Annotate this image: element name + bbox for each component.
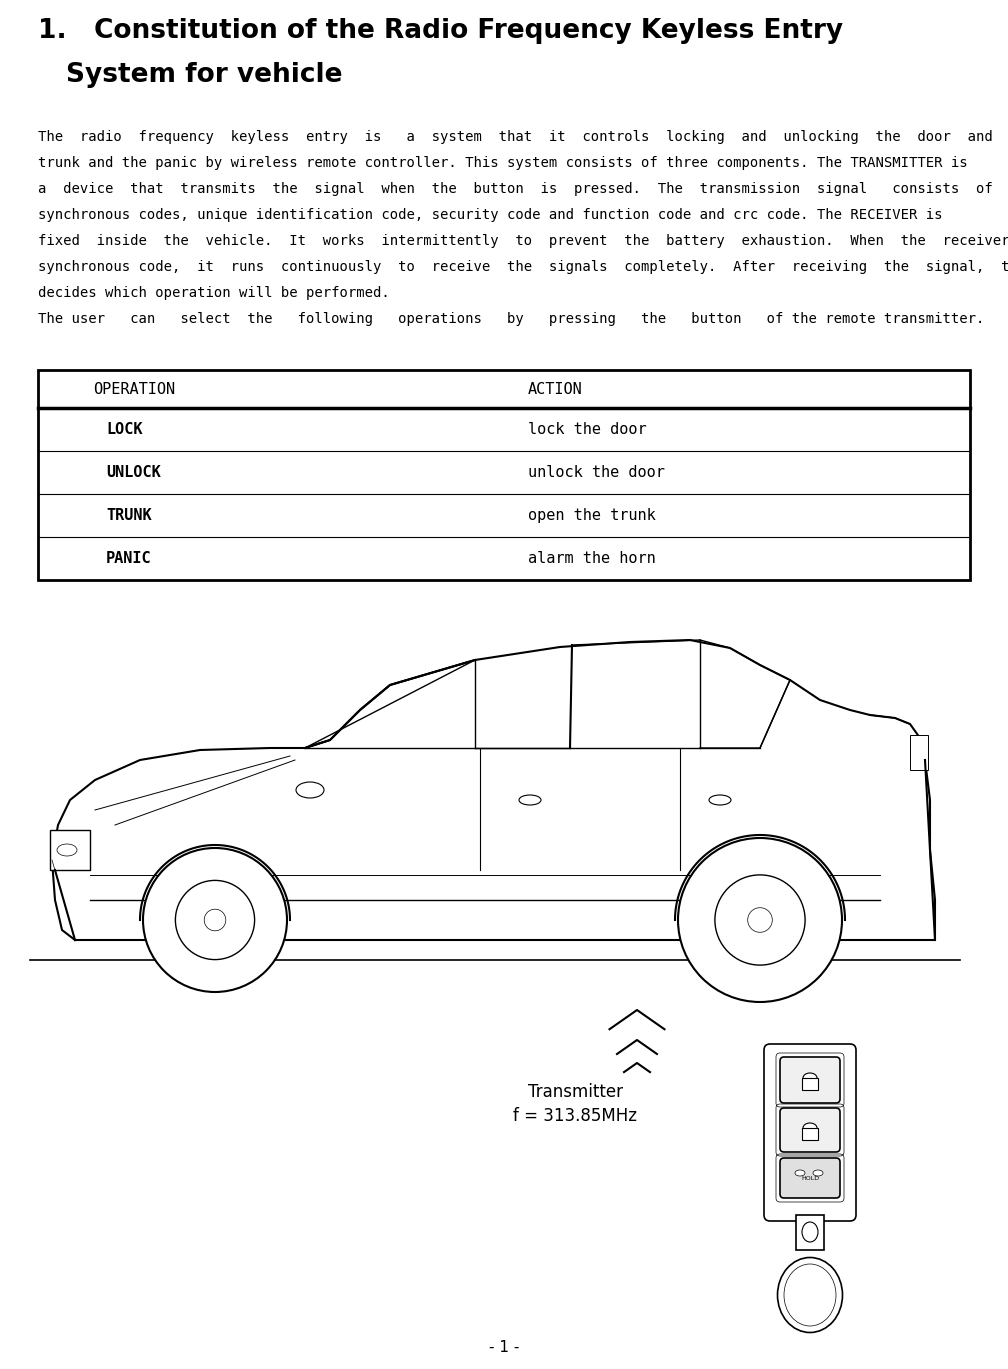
Polygon shape [700, 639, 790, 747]
Bar [50, 830, 90, 871]
Text: fixed  inside  the  vehicle.  It  works  intermittently  to  prevent  the  batte: fixed inside the vehicle. It works inter… [38, 234, 1008, 248]
Circle shape [715, 875, 805, 965]
Text: open the trunk: open the trunk [528, 508, 656, 523]
Circle shape [175, 880, 255, 960]
Polygon shape [305, 660, 475, 747]
Polygon shape [305, 645, 572, 747]
Text: ACTION: ACTION [528, 382, 583, 397]
Text: f = 313.85MHz: f = 313.85MHz [513, 1108, 637, 1125]
Ellipse shape [777, 1258, 843, 1332]
Ellipse shape [795, 1170, 805, 1176]
Text: System for vehicle: System for vehicle [66, 62, 343, 88]
Text: synchronous codes, unique identification code, security code and function code a: synchronous codes, unique identification… [38, 208, 942, 222]
Circle shape [748, 908, 772, 932]
Ellipse shape [813, 1170, 823, 1176]
Ellipse shape [519, 795, 541, 805]
Text: lock the door: lock the door [528, 422, 646, 437]
Text: PANIC: PANIC [106, 550, 151, 565]
Bar [796, 1216, 824, 1250]
Bar [802, 1077, 818, 1090]
Text: OPERATION: OPERATION [93, 382, 175, 397]
Text: LOCK: LOCK [106, 422, 142, 437]
Text: Transmitter: Transmitter [527, 1083, 623, 1101]
Ellipse shape [57, 845, 77, 856]
Text: UNLOCK: UNLOCK [106, 465, 160, 481]
Ellipse shape [802, 1223, 818, 1242]
Text: trunk and the panic by wireless remote controller. This system consists of three: trunk and the panic by wireless remote c… [38, 156, 968, 170]
Circle shape [678, 838, 842, 1002]
Text: decides which operation will be performed.: decides which operation will be performe… [38, 286, 390, 300]
Text: unlock the door: unlock the door [528, 465, 665, 481]
Polygon shape [572, 639, 700, 747]
Bar [910, 735, 928, 769]
Text: - 1 -: - 1 - [489, 1340, 519, 1355]
Circle shape [205, 909, 226, 931]
Text: TRUNK: TRUNK [106, 508, 151, 523]
Ellipse shape [709, 795, 731, 805]
Bar [38, 370, 970, 580]
FancyBboxPatch shape [780, 1108, 840, 1151]
FancyBboxPatch shape [764, 1045, 856, 1221]
Ellipse shape [803, 1123, 817, 1134]
Text: The  radio  frequency  keyless  entry  is   a  system  that  it  controls  locki: The radio frequency keyless entry is a s… [38, 130, 1008, 144]
Circle shape [143, 847, 287, 993]
Text: The user   can   select  the   following   operations   by   pressing   the   bu: The user can select the following operat… [38, 312, 985, 326]
Text: a  device  that  transmits  the  signal  when  the  button  is  pressed.  The  t: a device that transmits the signal when … [38, 182, 1008, 196]
Bar [802, 1128, 818, 1140]
FancyBboxPatch shape [780, 1158, 840, 1198]
Ellipse shape [296, 782, 324, 798]
Text: HOLD: HOLD [801, 1176, 820, 1180]
FancyBboxPatch shape [780, 1057, 840, 1103]
Ellipse shape [784, 1264, 836, 1327]
Text: alarm the horn: alarm the horn [528, 550, 656, 565]
Ellipse shape [803, 1073, 817, 1083]
Text: synchronous code,  it  runs  continuously  to  receive  the  signals  completely: synchronous code, it runs continuously t… [38, 260, 1008, 274]
Text: 1.   Constitution of the Radio Frequency Keyless Entry: 1. Constitution of the Radio Frequency K… [38, 18, 843, 44]
